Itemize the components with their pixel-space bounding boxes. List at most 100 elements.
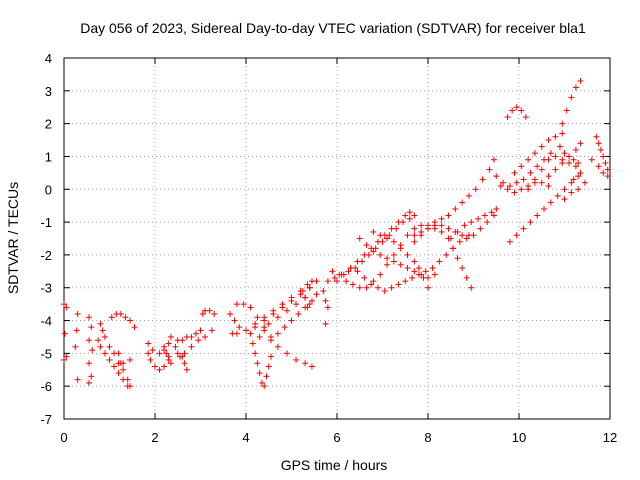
data-point bbox=[313, 291, 320, 298]
data-point bbox=[481, 212, 488, 219]
data-point bbox=[115, 370, 122, 377]
data-point bbox=[152, 363, 158, 370]
data-point bbox=[595, 163, 602, 170]
data-point bbox=[575, 160, 582, 167]
data-point bbox=[354, 258, 361, 265]
data-point bbox=[436, 258, 443, 265]
data-point bbox=[572, 84, 579, 91]
data-point bbox=[308, 297, 315, 304]
data-point bbox=[377, 271, 384, 278]
data-point bbox=[145, 340, 152, 347]
data-point bbox=[73, 327, 80, 334]
data-point bbox=[192, 330, 199, 337]
data-point bbox=[247, 304, 254, 311]
data-point bbox=[520, 225, 527, 232]
data-point bbox=[195, 337, 202, 344]
data-point bbox=[363, 284, 370, 291]
data-point bbox=[390, 258, 397, 265]
data-point bbox=[415, 265, 422, 272]
data-point bbox=[452, 205, 459, 212]
data-point bbox=[74, 310, 81, 317]
data-point bbox=[211, 310, 218, 317]
data-point bbox=[431, 271, 438, 278]
data-point bbox=[165, 340, 172, 347]
data-point bbox=[547, 199, 554, 206]
data-point bbox=[243, 327, 249, 334]
data-point bbox=[206, 307, 213, 314]
data-point bbox=[504, 114, 511, 121]
data-point bbox=[288, 294, 295, 301]
data-point bbox=[463, 235, 470, 242]
data-point bbox=[518, 163, 525, 170]
data-point bbox=[600, 169, 607, 176]
data-point bbox=[249, 340, 256, 347]
data-point bbox=[156, 350, 163, 357]
data-point bbox=[89, 347, 96, 354]
data-point bbox=[465, 232, 472, 239]
data-point bbox=[304, 304, 311, 311]
data-point bbox=[556, 143, 563, 150]
data-point bbox=[459, 232, 466, 239]
data-point bbox=[324, 278, 331, 285]
data-point bbox=[363, 242, 370, 249]
data-point bbox=[468, 219, 475, 226]
data-point bbox=[101, 350, 108, 357]
data-point bbox=[270, 307, 277, 314]
data-point bbox=[256, 370, 263, 377]
data-point bbox=[418, 232, 425, 239]
data-point bbox=[497, 182, 504, 189]
data-point bbox=[447, 235, 454, 242]
data-point bbox=[465, 192, 472, 199]
data-point bbox=[486, 166, 493, 173]
data-point bbox=[429, 265, 436, 272]
data-point bbox=[181, 350, 188, 357]
data-point bbox=[577, 169, 584, 176]
data-point bbox=[397, 261, 404, 268]
data-point bbox=[293, 301, 300, 308]
data-point bbox=[199, 310, 206, 317]
data-point bbox=[566, 160, 573, 167]
data-point bbox=[156, 366, 163, 373]
data-point bbox=[183, 366, 190, 373]
data-point bbox=[509, 107, 516, 114]
y-tick-label: 2 bbox=[45, 117, 52, 132]
data-point bbox=[306, 284, 313, 291]
data-point bbox=[545, 173, 552, 180]
data-point bbox=[161, 363, 168, 370]
y-tick-label: 0 bbox=[45, 182, 52, 197]
data-point bbox=[256, 333, 263, 340]
data-point bbox=[274, 343, 281, 350]
data-point bbox=[147, 356, 154, 363]
data-point bbox=[406, 215, 413, 222]
grid bbox=[64, 58, 610, 419]
data-point bbox=[547, 150, 554, 157]
data-point bbox=[552, 166, 559, 173]
data-point bbox=[388, 225, 395, 232]
data-point bbox=[126, 356, 133, 363]
data-point bbox=[261, 314, 268, 321]
data-point bbox=[402, 212, 409, 219]
data-point bbox=[422, 268, 429, 275]
data-point bbox=[108, 314, 115, 321]
data-point bbox=[545, 156, 552, 163]
data-point bbox=[538, 143, 545, 150]
data-point bbox=[368, 281, 375, 288]
y-tick-label: 3 bbox=[45, 84, 52, 99]
data-point bbox=[63, 304, 70, 311]
data-point bbox=[377, 232, 384, 239]
data-point bbox=[263, 373, 270, 380]
data-point bbox=[438, 222, 445, 229]
data-point bbox=[411, 225, 418, 232]
data-point bbox=[236, 324, 243, 331]
data-point bbox=[174, 350, 181, 357]
data-point bbox=[513, 104, 520, 111]
data-point bbox=[490, 212, 497, 219]
data-point bbox=[577, 140, 584, 147]
data-point bbox=[450, 245, 457, 252]
data-point bbox=[99, 327, 106, 334]
data-point bbox=[356, 284, 363, 291]
data-point bbox=[445, 212, 452, 219]
y-tick-label: 1 bbox=[45, 149, 52, 164]
data-point bbox=[377, 251, 384, 258]
data-point bbox=[347, 265, 354, 272]
